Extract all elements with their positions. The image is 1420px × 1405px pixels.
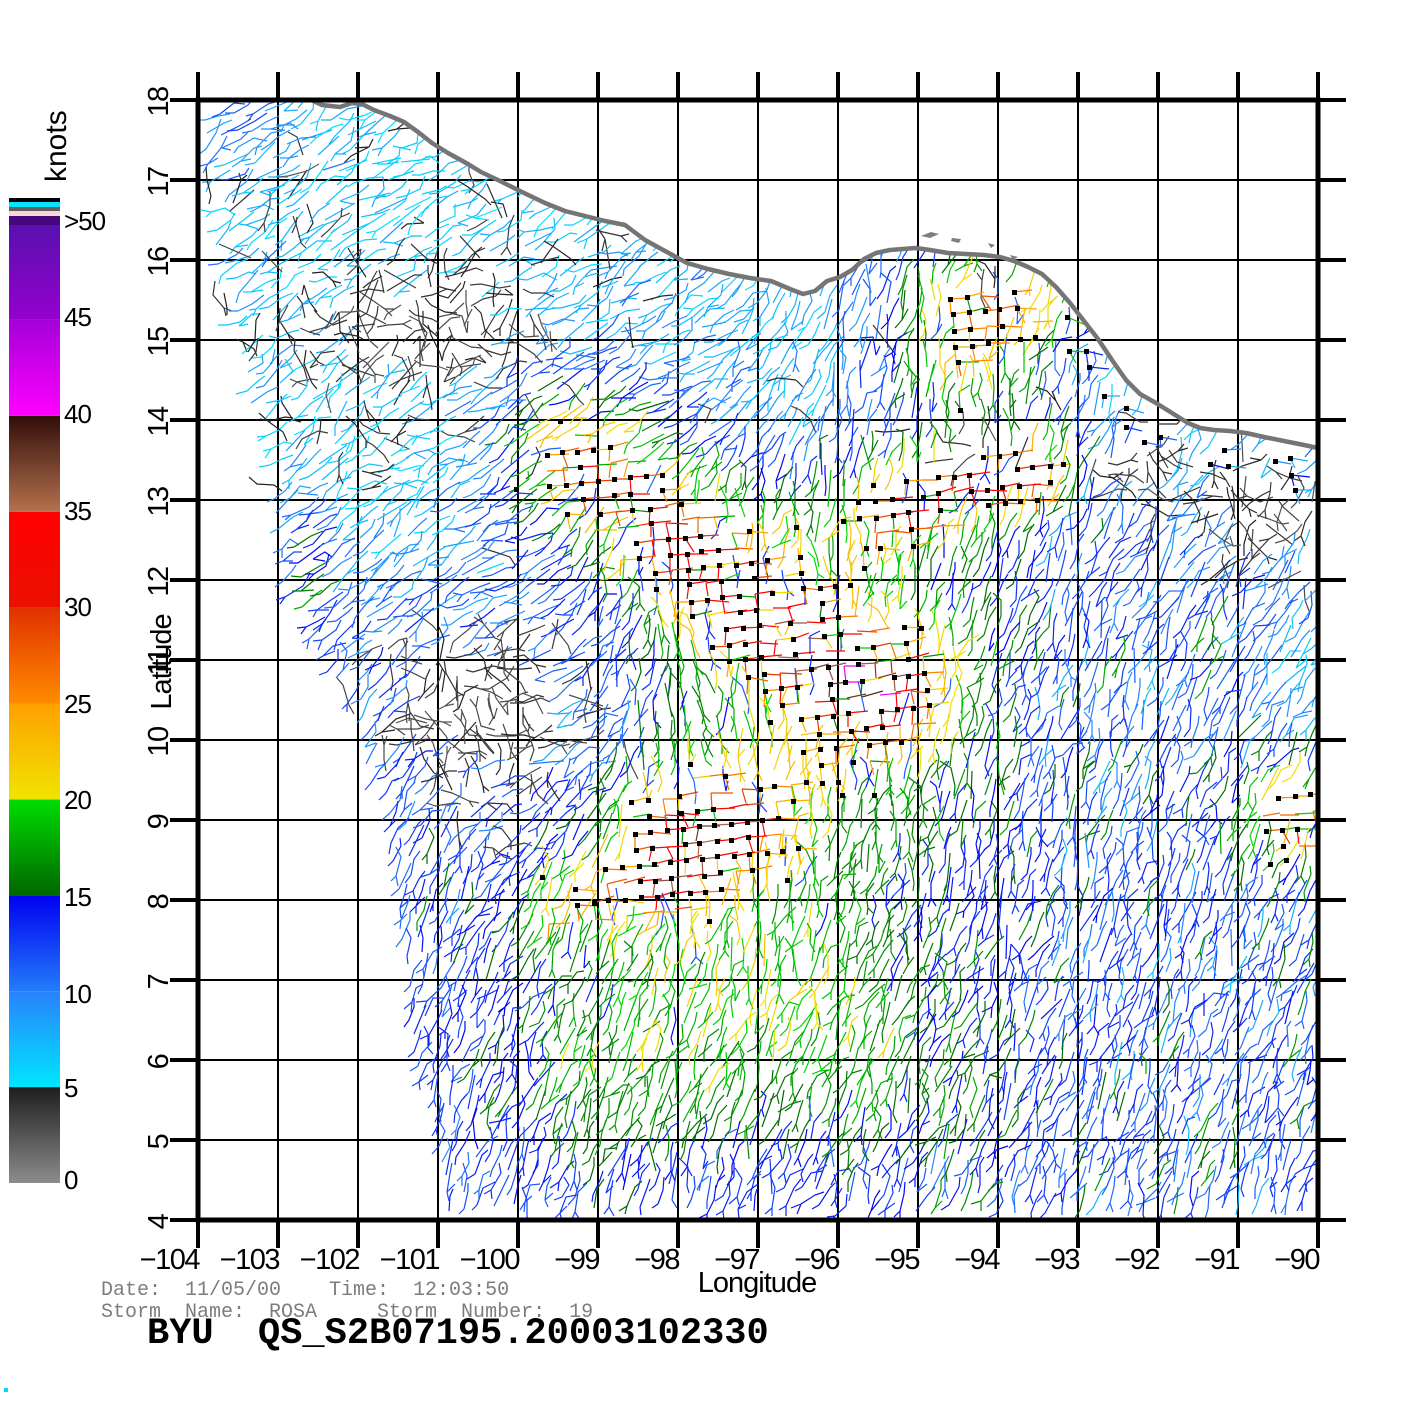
svg-text:10: 10	[64, 979, 91, 1009]
svg-text:17: 17	[143, 167, 175, 197]
svg-text:Storm Name: ROSA Storm: Storm Name: ROSA Storm Number: 19	[101, 1301, 593, 1324]
svg-text:Date: 11/05/00 Time: 12:0: Date: 11/05/00 Time: 12:03:50	[101, 1279, 509, 1302]
svg-text:14: 14	[143, 406, 175, 437]
svg-text:8: 8	[143, 894, 175, 909]
svg-text:10: 10	[143, 727, 175, 757]
svg-text:Longitude: Longitude	[698, 1267, 816, 1299]
svg-text:−95: −95	[874, 1244, 919, 1276]
svg-text:4: 4	[143, 1213, 175, 1229]
svg-text:−93: −93	[1034, 1244, 1079, 1276]
svg-text:−103: −103	[220, 1244, 280, 1276]
svg-text:−99: −99	[554, 1244, 599, 1276]
svg-text:−91: −91	[1194, 1244, 1239, 1276]
svg-text:15: 15	[143, 327, 175, 357]
svg-text:40: 40	[64, 399, 91, 429]
svg-text:45: 45	[64, 302, 91, 332]
svg-text:−100: −100	[460, 1244, 520, 1276]
svg-text:−92: −92	[1114, 1244, 1159, 1276]
svg-text:−104: −104	[140, 1244, 201, 1276]
svg-text:30: 30	[64, 592, 91, 622]
svg-text:12: 12	[143, 567, 175, 597]
svg-text:6: 6	[143, 1054, 175, 1069]
svg-text:13: 13	[143, 487, 175, 517]
svg-text:−102: −102	[300, 1244, 360, 1276]
svg-text:−101: −101	[380, 1244, 440, 1276]
svg-text:>50: >50	[64, 206, 106, 236]
svg-text:−97: −97	[714, 1244, 759, 1276]
svg-text:16: 16	[143, 247, 175, 277]
svg-text:knots: knots	[40, 110, 73, 182]
svg-text:5: 5	[64, 1073, 78, 1103]
svg-text:−94: −94	[954, 1244, 1000, 1276]
svg-text:25: 25	[64, 689, 91, 719]
svg-text:Latitude: Latitude	[146, 614, 178, 709]
svg-text:5: 5	[143, 1134, 175, 1149]
svg-text:0: 0	[64, 1165, 78, 1195]
svg-text:9: 9	[143, 814, 175, 829]
svg-text:−98: −98	[634, 1244, 679, 1276]
svg-text:11: 11	[143, 648, 175, 675]
svg-text:15: 15	[64, 882, 91, 912]
svg-text:18: 18	[143, 87, 175, 117]
svg-text:20: 20	[64, 785, 91, 815]
svg-text:BYU QS_S2B07195.20003102330: BYU QS_S2B07195.20003102330	[147, 1313, 769, 1355]
svg-text:35: 35	[64, 496, 91, 526]
svg-text:7: 7	[143, 974, 175, 989]
svg-text:−90: −90	[1274, 1244, 1319, 1276]
svg-text:−96: −96	[794, 1244, 839, 1276]
